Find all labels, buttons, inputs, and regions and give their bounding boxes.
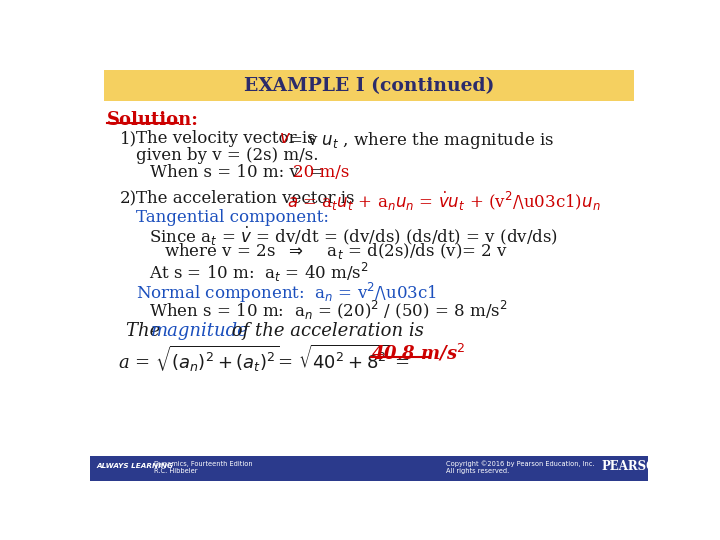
Text: All rights reserved.: All rights reserved.	[446, 468, 510, 474]
Text: Normal component:  a$_n$ = v$^2$/\u03c1: Normal component: a$_n$ = v$^2$/\u03c1	[137, 281, 438, 305]
Text: Solution:: Solution:	[107, 111, 199, 129]
Text: The acceleration vector is: The acceleration vector is	[137, 190, 360, 207]
Text: The velocity vector is: The velocity vector is	[137, 130, 321, 147]
Text: magnitude: magnitude	[150, 322, 248, 340]
Text: The: The	[126, 322, 166, 340]
Text: ALWAYS LEARNING: ALWAYS LEARNING	[96, 463, 174, 469]
Text: 20 m/s: 20 m/s	[293, 164, 349, 181]
Text: 40.8 m/s$^2$: 40.8 m/s$^2$	[371, 343, 464, 364]
Text: EXAMPLE I (continued): EXAMPLE I (continued)	[244, 77, 494, 96]
Text: R.C. Hibbeler: R.C. Hibbeler	[153, 468, 197, 474]
Text: of the acceleration is: of the acceleration is	[226, 322, 424, 340]
Text: 1): 1)	[120, 130, 137, 147]
Text: given by v = (2s) m/s.: given by v = (2s) m/s.	[137, 147, 319, 164]
Text: When s = 10 m: v  =: When s = 10 m: v =	[150, 164, 329, 181]
Text: a = $\sqrt{(a_n)^2+(a_t)^2}$= $\sqrt{40^2 + 8^2}$ =: a = $\sqrt{(a_n)^2+(a_t)^2}$= $\sqrt{40^…	[118, 343, 411, 374]
Text: where v = 2s  $\Rightarrow$    a$_t$ = d(2s)/ds (v)= 2 v: where v = 2s $\Rightarrow$ a$_t$ = d(2s)…	[164, 241, 508, 261]
Text: $\it{v}$: $\it{v}$	[279, 130, 291, 147]
Text: Tangential component:: Tangential component:	[137, 209, 330, 226]
Text: Dynamics, Fourteenth Edition: Dynamics, Fourteenth Edition	[153, 461, 252, 467]
Text: PEARSON: PEARSON	[602, 460, 668, 473]
Text: $\mathbf{\it{a}}$ = a$_t$$\mathbf{\it{u}}_t$ + a$_n$$\mathbf{\it{u}}_n$ = $\dot{: $\mathbf{\it{a}}$ = a$_t$$\mathbf{\it{u}…	[287, 190, 600, 213]
Text: At s = 10 m:  a$_t$ = 40 m/s$^2$: At s = 10 m: a$_t$ = 40 m/s$^2$	[149, 261, 369, 284]
Text: 2): 2)	[120, 190, 137, 207]
Text: = v $\mathbf{\it{u}}$$_t$ , where the magnitude is: = v $\mathbf{\it{u}}$$_t$ , where the ma…	[287, 130, 554, 151]
FancyBboxPatch shape	[90, 456, 648, 484]
FancyBboxPatch shape	[104, 70, 634, 101]
Text: Since a$_t$ = $\dot{\it{v}}$ = dv/dt = (dv/ds) (ds/dt) = v (dv/ds): Since a$_t$ = $\dot{\it{v}}$ = dv/dt = (…	[149, 225, 558, 248]
Text: Copyright ©2016 by Pearson Education, Inc.: Copyright ©2016 by Pearson Education, In…	[446, 460, 595, 467]
Text: When s = 10 m:  a$_n$ = (20)$^2$ / (50) = 8 m/s$^2$: When s = 10 m: a$_n$ = (20)$^2$ / (50) =…	[149, 299, 508, 322]
